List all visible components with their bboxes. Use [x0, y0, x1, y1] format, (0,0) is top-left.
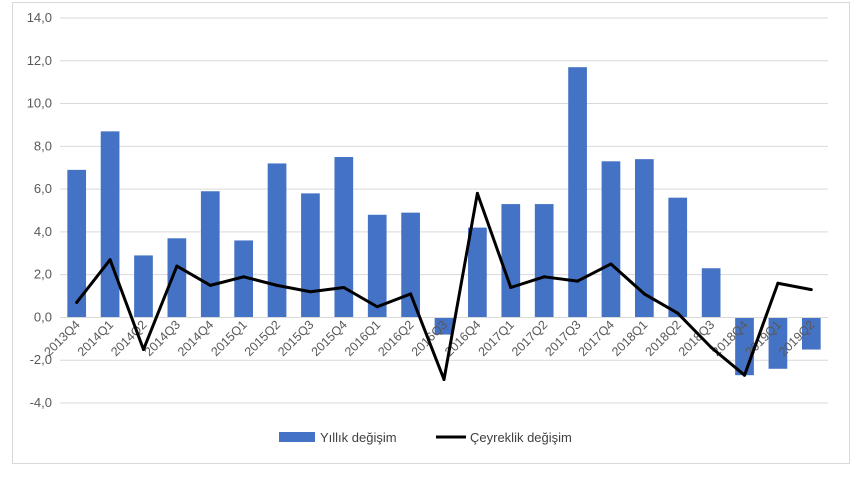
- line-point-2015Q4: [342, 286, 346, 289]
- x-tick-label: 2016Q2: [375, 318, 416, 359]
- bar-2013Q4: [67, 169, 87, 318]
- x-tick-label: 2018Q2: [643, 318, 684, 359]
- bar-2017Q3: [568, 67, 587, 318]
- x-tick-label: 2015Q2: [242, 318, 283, 359]
- x-tick-label: 2014Q2: [108, 318, 149, 359]
- bar-2015Q3: [301, 193, 320, 318]
- line-point-2015Q1: [242, 275, 246, 279]
- y-tick-label: 14,0: [27, 10, 52, 25]
- line-point-2014Q1: [108, 258, 112, 262]
- y-tick-label: 6,0: [34, 181, 52, 196]
- line-point-2015Q2: [275, 283, 279, 287]
- line-point-2019Q1: [776, 281, 780, 285]
- bar-2017Q2: [534, 204, 554, 318]
- y-tick-label: 10,0: [27, 96, 52, 111]
- y-tick-label: -4,0: [30, 395, 52, 410]
- line-point-2018Q4: [743, 373, 747, 377]
- bar-2015Q4: [334, 157, 354, 318]
- bar-2017Q1: [501, 204, 521, 318]
- line-point-2013Q4: [75, 300, 79, 304]
- x-tick-label: 2017Q2: [509, 318, 550, 359]
- bar-2015Q1: [234, 240, 254, 318]
- bar-series: [67, 67, 821, 376]
- chart-frame: [12, 2, 850, 464]
- line-point-2019Q2: [809, 288, 813, 292]
- bar-2014Q4: [200, 191, 220, 318]
- bar-2016Q3: [434, 317, 454, 335]
- line-point-2014Q2: [141, 348, 145, 352]
- line-point-2016Q1: [375, 305, 379, 309]
- bar-2018Q1: [634, 159, 654, 318]
- legend-label-line: Çeyreklik değişim: [470, 430, 572, 445]
- x-tick-label: 2018Q1: [609, 318, 650, 359]
- line-point-2017Q1: [509, 286, 513, 289]
- bar-2014Q2: [134, 255, 153, 318]
- bar-2016Q1: [367, 214, 387, 318]
- bar-2017Q4: [601, 161, 621, 318]
- x-tick-label: 2017Q1: [476, 318, 517, 359]
- bar-2014Q1: [100, 131, 120, 318]
- line-point-2016Q3: [442, 377, 446, 381]
- line-point-2018Q1: [642, 292, 646, 296]
- bar-2014Q3: [167, 238, 187, 318]
- bar-2016Q2: [401, 212, 420, 318]
- y-tick-label: 0,0: [34, 309, 52, 324]
- line-point-2018Q3: [709, 345, 713, 349]
- y-tick-label: 2,0: [34, 267, 52, 282]
- line-point-2014Q4: [208, 283, 212, 287]
- legend-label-bar: Yıllık değişim: [320, 430, 397, 445]
- legend-swatch-bar: [279, 432, 315, 442]
- line-series: [75, 191, 813, 381]
- y-tick-label: 4,0: [34, 224, 52, 239]
- legend: Yıllık değişim Çeyreklik değişim: [279, 430, 572, 445]
- bar-2016Q4: [468, 227, 487, 318]
- line-point-2016Q2: [409, 292, 413, 296]
- line-point-2018Q2: [676, 311, 680, 315]
- y-tick-label: 12,0: [27, 53, 52, 68]
- line-point-2017Q4: [609, 262, 613, 266]
- bar-2015Q2: [267, 163, 287, 318]
- line-point-2015Q3: [308, 290, 312, 294]
- x-tick-label: 2015Q3: [275, 318, 316, 359]
- bar-2018Q3: [701, 268, 721, 318]
- bar-2019Q1: [768, 317, 788, 369]
- x-tick-label: 2016Q1: [342, 318, 383, 359]
- y-axis-labels: 14,0 12,0 10,0 8,0 6,0 4,0 2,0 0,0 -2,0 -4,0: [27, 10, 52, 410]
- line-point-2014Q3: [175, 264, 179, 268]
- x-tick-label: 2015Q4: [309, 318, 350, 359]
- x-tick-label: 2015Q1: [208, 318, 249, 359]
- x-tick-label: 2014Q1: [75, 318, 116, 359]
- line-point-2017Q3: [576, 279, 580, 283]
- x-tick-label: 2017Q3: [542, 318, 583, 359]
- line-point-2017Q2: [542, 275, 546, 279]
- line-point-2016Q4: [475, 191, 479, 195]
- gridlines: [60, 17, 828, 404]
- x-tick-label: 2017Q4: [576, 318, 617, 359]
- y-tick-label: 8,0: [34, 138, 52, 153]
- x-tick-label: 2014Q4: [175, 318, 216, 359]
- bar-2019Q2: [801, 317, 821, 350]
- bar-2018Q2: [668, 197, 688, 318]
- y-tick-label: -2,0: [30, 352, 52, 367]
- x-tick-label: 2018Q3: [676, 318, 717, 359]
